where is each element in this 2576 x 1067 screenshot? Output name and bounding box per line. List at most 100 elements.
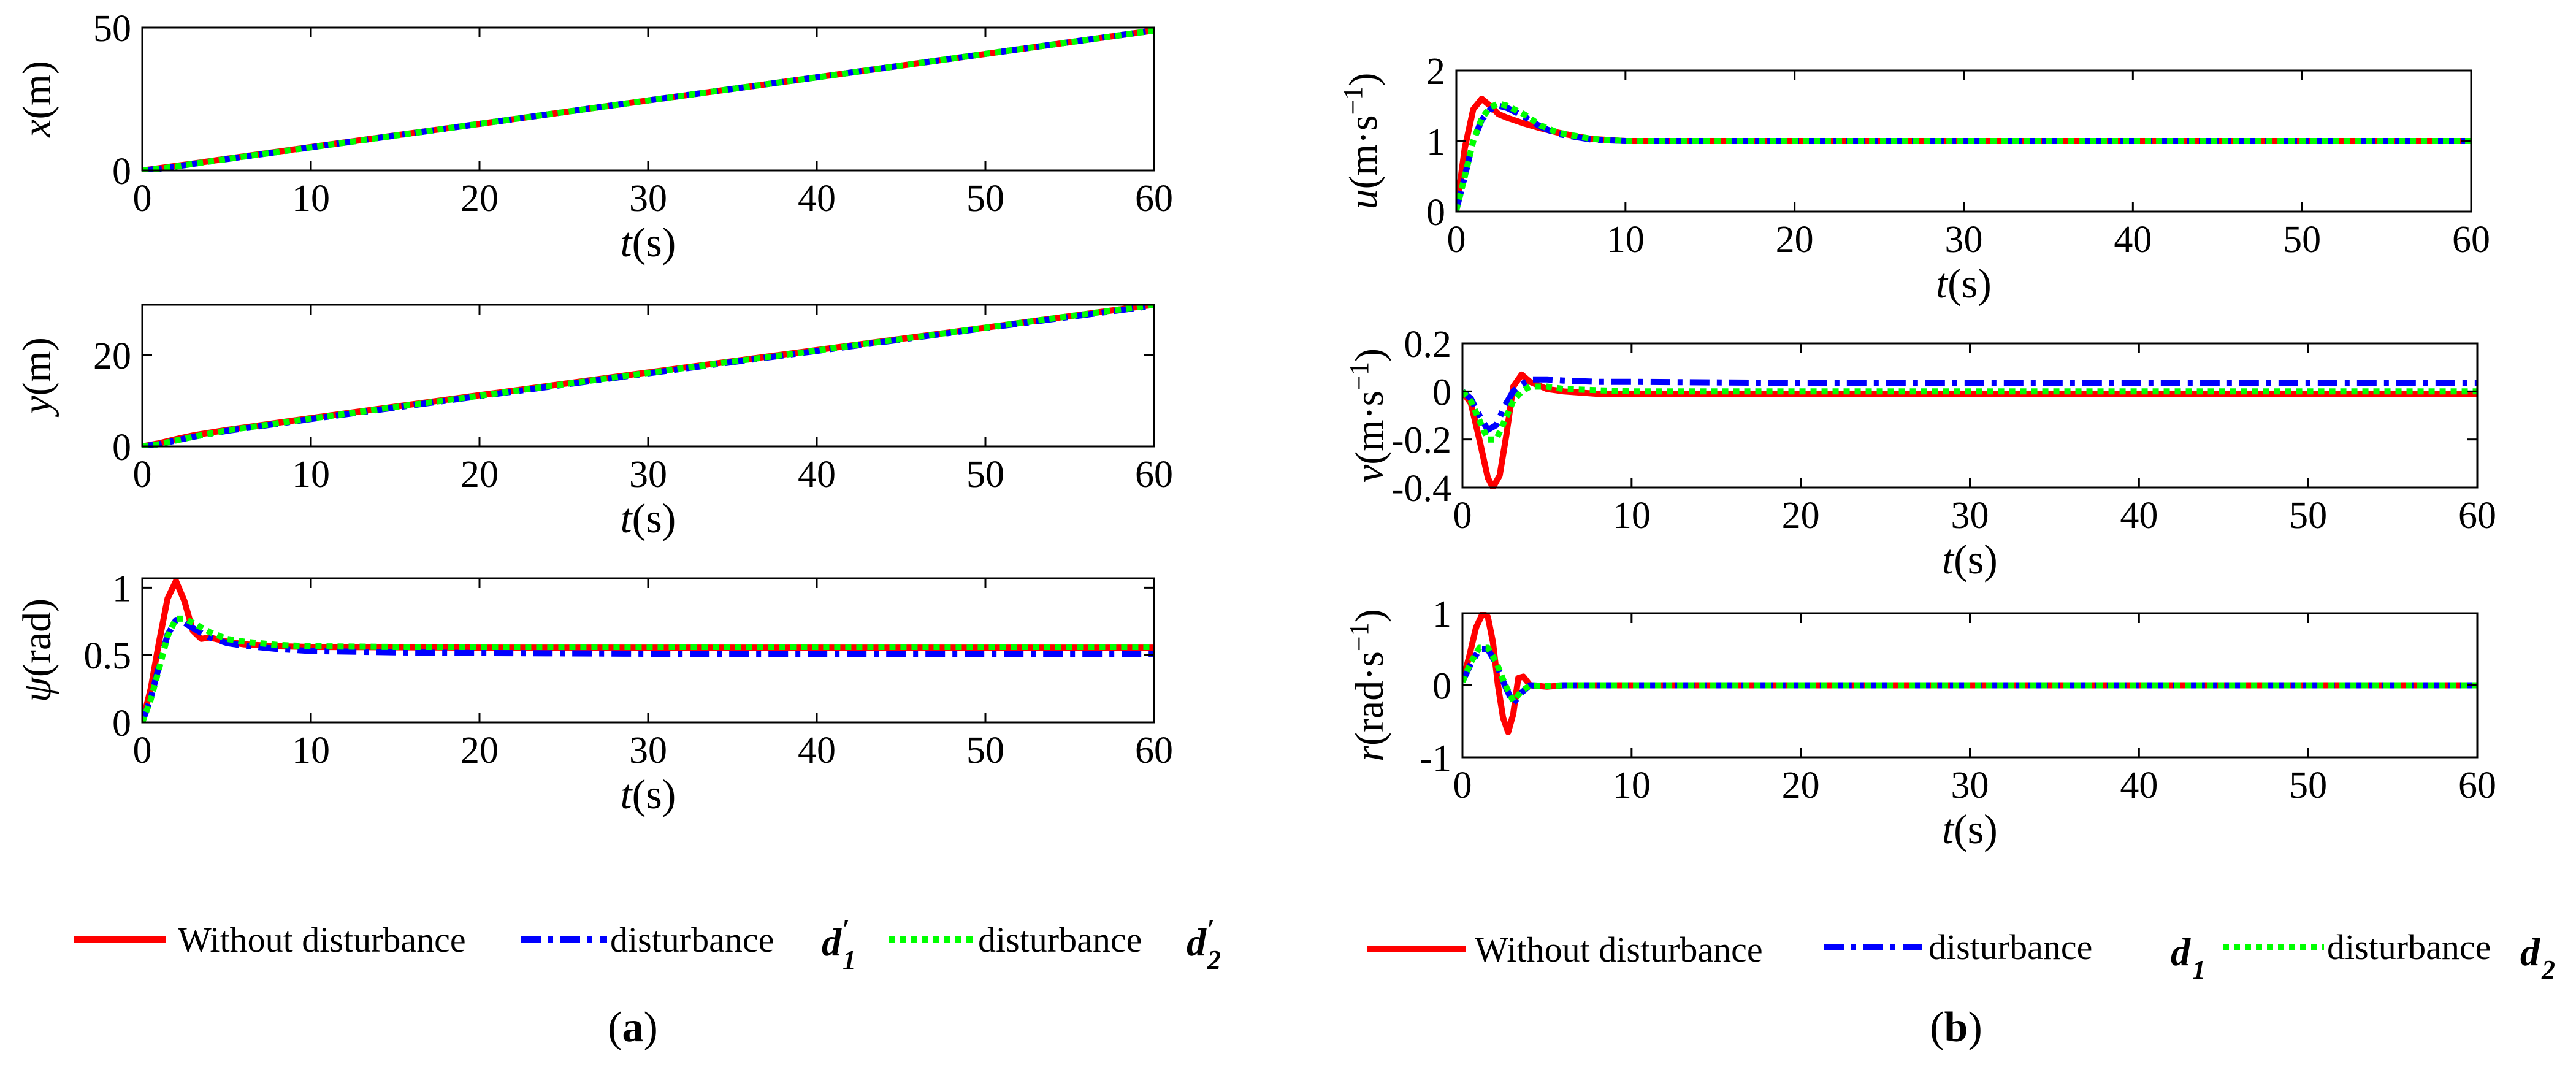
x-tick-label: 10 xyxy=(1607,219,1645,261)
x-axis-label-unit: (s) xyxy=(632,495,676,541)
x-axis-label: t(s) xyxy=(621,771,676,817)
x-tick-label: 30 xyxy=(629,454,667,495)
series-line-d2 xyxy=(142,27,1154,172)
y-tick-label: 2 xyxy=(1426,51,1445,93)
x-tick-label: 40 xyxy=(798,178,836,220)
x-axis-label-var: t xyxy=(621,219,633,266)
x-tick-label: 0 xyxy=(133,730,152,771)
y-axis-label-var: r xyxy=(1347,746,1392,762)
legend-a-prime-d2: ′ xyxy=(1207,913,1215,944)
caption-b-open: ( xyxy=(1930,1004,1944,1051)
x-tick-label: 40 xyxy=(2114,219,2152,261)
x-tick-label: 60 xyxy=(2452,219,2490,261)
x-tick-label: 50 xyxy=(966,730,1004,771)
series-line-without xyxy=(1462,612,2477,735)
legend-b-label-without: Without disturbance xyxy=(1475,930,1763,969)
y-axis-label-var: y xyxy=(15,396,59,418)
y-axis-label-unit: (m) xyxy=(15,61,59,119)
x-axis-label: t(s) xyxy=(621,495,676,541)
x-tick-label: 30 xyxy=(1951,495,1989,537)
x-tick-label: 30 xyxy=(629,178,667,220)
x-tick-label: 20 xyxy=(461,730,499,771)
y-axis-label: u(m·s−1) xyxy=(1338,73,1386,210)
caption-a: (a) xyxy=(608,1004,658,1051)
x-axis-label: t(s) xyxy=(1942,536,1998,583)
y-axis-label-var: ψ xyxy=(15,676,59,702)
legend-b-sub-d2: 2 xyxy=(2541,955,2555,985)
x-tick-label: 0 xyxy=(1453,495,1472,537)
x-axis-label-unit: (s) xyxy=(1954,806,1998,852)
series-line-d2 xyxy=(1462,383,2477,443)
x-axis-label-unit: (s) xyxy=(1947,260,1992,307)
legend-a-symbol-d2: d xyxy=(1187,920,1207,964)
y-axis-label-sup: −1 xyxy=(1344,362,1374,391)
series-line-d2 xyxy=(1456,101,2471,211)
series-line-d1 xyxy=(142,617,1154,724)
y-tick-label: 0.5 xyxy=(84,635,132,677)
x-tick-label: 60 xyxy=(2458,765,2496,806)
x-tick-label: 60 xyxy=(2458,495,2496,537)
y-axis-label-sup: −1 xyxy=(1338,86,1368,115)
legend-b: Without disturbance disturbance d 1 dist… xyxy=(1367,927,2555,985)
subplot-a-1: 0 10 20 30 40 50 60 0 50 t(s) x(m) xyxy=(15,8,1173,266)
series-line-d2 xyxy=(142,615,1154,724)
y-axis-label: v(m·s−1) xyxy=(1344,348,1392,483)
y-axis-label-close: ) xyxy=(1341,73,1386,86)
x-tick-label: 20 xyxy=(1782,495,1820,537)
caption-b-close: ) xyxy=(1968,1004,1982,1051)
x-tick-label: 40 xyxy=(798,454,836,495)
y-axis-label-unit: (rad) xyxy=(15,599,59,677)
x-tick-label: 10 xyxy=(292,454,330,495)
x-tick-label: 10 xyxy=(292,178,330,220)
y-tick-label: 0.2 xyxy=(1404,324,1452,365)
series-line-d1 xyxy=(1462,376,2477,433)
x-axis-label-var: t xyxy=(621,771,633,817)
legend-a-sub-d2: 2 xyxy=(1207,945,1221,975)
legend-b-label-d1: disturbance xyxy=(1928,927,2092,967)
legend-b-label-d2: disturbance xyxy=(2327,927,2491,967)
y-tick-label: 0 xyxy=(1432,666,1451,708)
y-axis-label-var: u xyxy=(1341,189,1386,209)
subplot-b-4: 0 10 20 30 40 50 60 0 1 2 t(s) u(m·s−1) xyxy=(1338,51,2490,307)
x-tick-label: 20 xyxy=(1776,219,1814,261)
y-tick-label: -0.4 xyxy=(1391,468,1451,510)
y-axis-label: y(m) xyxy=(15,337,59,418)
series-line-d1 xyxy=(1462,646,2477,706)
x-tick-label: 0 xyxy=(133,178,152,220)
x-axis-label-var: t xyxy=(621,495,633,541)
y-tick-label: 1 xyxy=(112,568,131,610)
caption-b: (b) xyxy=(1930,1004,1982,1051)
x-axis-label-var: t xyxy=(1942,806,1955,852)
x-axis-label: t(s) xyxy=(1942,806,1998,852)
x-tick-label: 0 xyxy=(1453,765,1472,806)
y-axis-label-close: ) xyxy=(1347,609,1392,622)
x-tick-label: 50 xyxy=(2283,219,2321,261)
legend-a-prime-d1: ′ xyxy=(842,913,850,944)
x-tick-label: 20 xyxy=(461,454,499,495)
legend-a-symbol-d1: d xyxy=(822,920,842,964)
legend-b-symbol-d1: d xyxy=(2171,930,2191,974)
x-tick-label: 20 xyxy=(1782,765,1820,806)
y-axis-label-unit: (m) xyxy=(15,337,59,396)
y-tick-label: 0 xyxy=(1432,372,1451,413)
x-axis-label-unit: (s) xyxy=(632,219,676,266)
y-axis-label: ψ(rad) xyxy=(15,599,59,702)
x-axis-label-unit: (s) xyxy=(632,771,676,817)
y-axis-label-var: x xyxy=(15,120,59,138)
y-axis-label-close: ) xyxy=(1347,348,1392,362)
x-tick-label: 50 xyxy=(966,454,1004,495)
caption-b-letter: b xyxy=(1944,1004,1968,1051)
x-tick-label: 50 xyxy=(2289,765,2327,806)
y-axis-label-unit: (m·s xyxy=(1347,391,1392,465)
x-axis-label-var: t xyxy=(1936,260,1949,307)
caption-a-open: ( xyxy=(608,1004,622,1051)
series-line-d2 xyxy=(142,304,1154,448)
series-line-d1 xyxy=(142,304,1154,448)
x-tick-label: 40 xyxy=(2120,495,2158,537)
caption-a-letter: a xyxy=(622,1004,644,1051)
subplot-a-3: 0 10 20 30 40 50 60 0 0.5 1 t(s) ψ(rad) xyxy=(15,568,1173,817)
y-axis-label-unit: (rad·s xyxy=(1347,651,1392,746)
y-axis-label-unit: (m·s xyxy=(1341,115,1386,189)
